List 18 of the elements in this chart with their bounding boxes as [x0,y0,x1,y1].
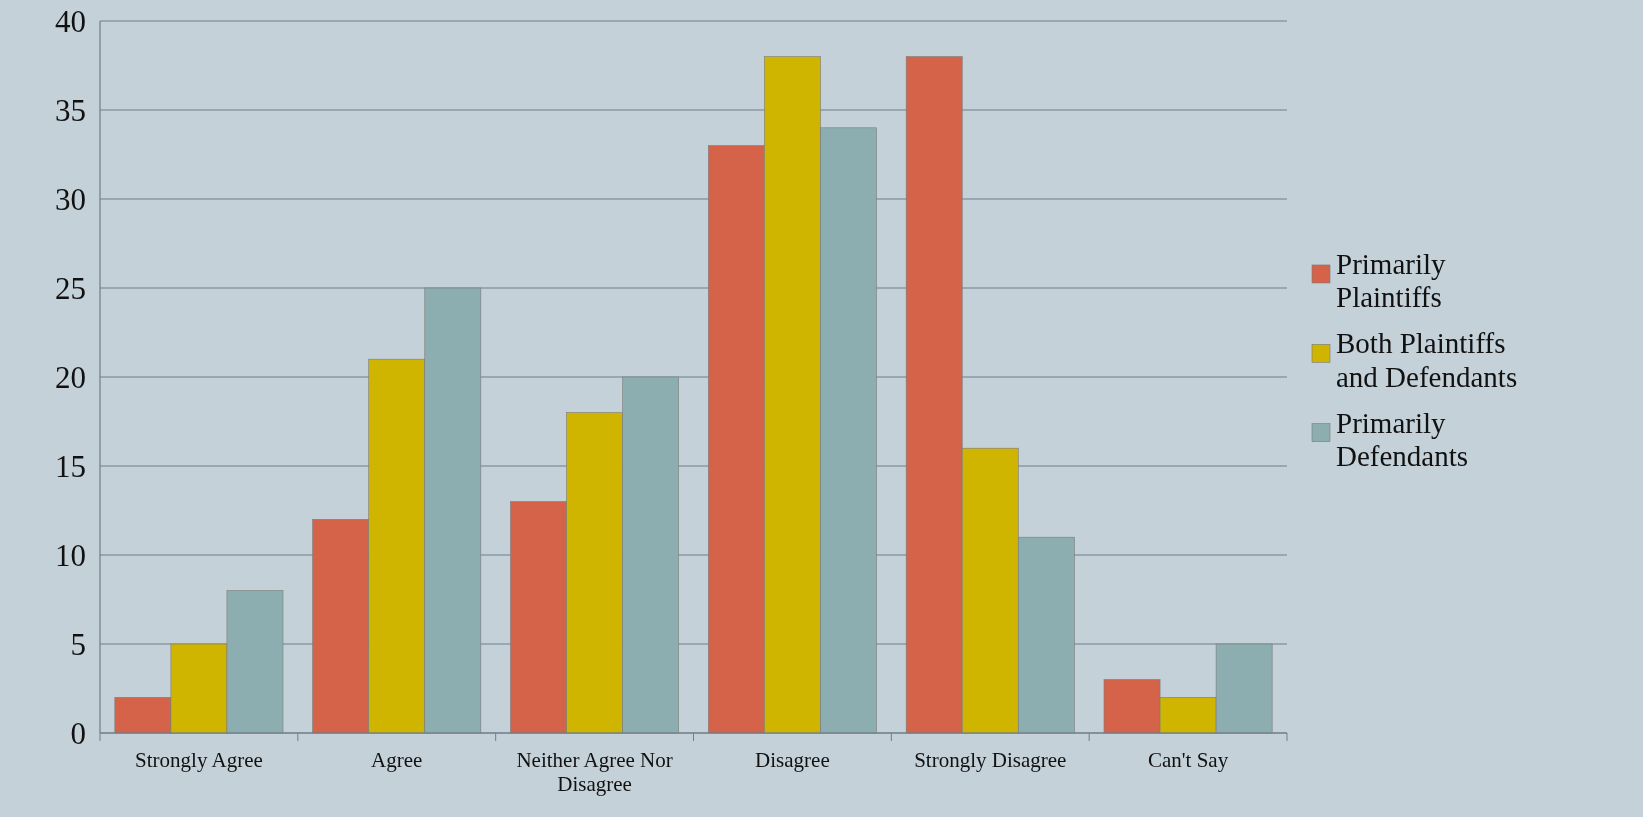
x-tick-label: Can't Say [1147,748,1229,772]
legend-label: Primarily Plaintiffs [1336,247,1447,314]
x-tick-label: Disagree [755,748,830,772]
legend-label: Both Plaintiffs and Defendants [1336,327,1518,393]
y-tick-label: 5 [70,626,86,662]
y-tick-label: 20 [55,359,86,395]
y-tick-label: 30 [55,181,86,217]
x-tick-label: Neither Agree Nor Disagree [516,748,673,797]
y-tick-label: 15 [55,448,86,484]
x-tick-label: Strongly Disagree [914,748,1067,772]
y-tick-label: 10 [55,537,86,573]
y-tick-label: 40 [55,3,86,39]
legend-label: Primarily Defendants [1336,406,1469,473]
y-tick-label: 35 [55,92,86,128]
y-tick-label: 0 [70,715,86,751]
y-tick-label: 25 [55,270,86,306]
x-tick-label: Agree [371,748,423,772]
x-tick-label: Strongly Agree [135,748,263,772]
